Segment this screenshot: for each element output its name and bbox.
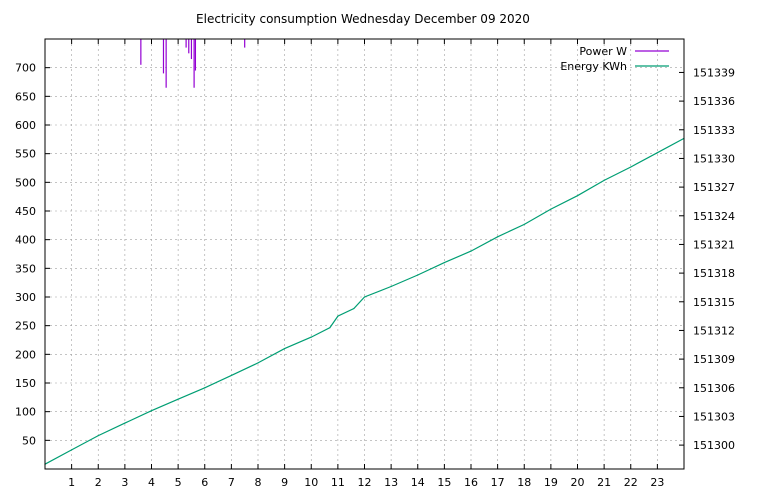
energy-point [656, 152, 658, 154]
x-tick-label: 6 [201, 476, 208, 489]
y-left-tick-label: 600 [15, 119, 36, 132]
y-left-tick-label: 550 [15, 148, 36, 161]
energy-point [257, 362, 259, 364]
plot-frame [44, 38, 685, 470]
legend-label: Energy KWh [560, 60, 627, 73]
series-power-w [140, 39, 246, 88]
x-tick-label: 1 [68, 476, 75, 489]
y-right-tick-label: 151333 [693, 124, 735, 137]
x-tick-label: 9 [281, 476, 288, 489]
energy-point [443, 262, 445, 264]
x-tick-label: 21 [597, 476, 611, 489]
energy-point [97, 434, 99, 437]
legend: Power W Energy KWh [560, 45, 669, 73]
energy-point [630, 166, 632, 168]
x-tick-label: 8 [255, 476, 262, 489]
x-axis: 1 2 3 4 5 6 7 8 9 10 11 12 13 14 15 16 17 18 19 20 21 22 23 [68, 39, 664, 489]
x-tick-label: 2 [95, 476, 102, 489]
y-left-tick-label: 300 [15, 291, 36, 304]
energy-point [576, 195, 579, 197]
x-tick-label: 5 [175, 476, 182, 489]
y-right-tick-label: 151336 [693, 95, 735, 108]
x-tick-label: 12 [358, 476, 372, 489]
energy-point [71, 449, 73, 451]
y-right-tick-label: 151306 [693, 382, 735, 395]
y-left-tick-label: 350 [15, 262, 36, 275]
x-tick-label: 14 [411, 476, 425, 489]
energy-point [470, 250, 472, 252]
x-tick-label: 22 [624, 476, 638, 489]
grid [45, 39, 684, 469]
series-energy-kwh [44, 137, 685, 465]
y-left-tick-label: 700 [15, 62, 36, 75]
y-right-tick-label: 151339 [693, 66, 735, 79]
x-tick-label: 3 [121, 476, 128, 489]
plot-area [44, 39, 685, 465]
energy-point [550, 208, 552, 210]
energy-point [337, 315, 339, 317]
energy-point [310, 336, 312, 338]
y-axis-right: 151300 151303 151306 151309 151312 151315 1513… [679, 66, 735, 452]
y-left-tick-label: 450 [15, 205, 36, 218]
energy-point [497, 236, 499, 238]
x-tick-label: 18 [517, 476, 531, 489]
y-left-tick-label: 150 [15, 377, 36, 390]
y-left-tick-label: 500 [15, 176, 36, 189]
x-tick-label: 23 [650, 476, 664, 489]
energy-point [417, 274, 419, 276]
energy-point [353, 307, 355, 310]
energy-point [124, 422, 126, 424]
energy-point [523, 223, 525, 225]
y-axis-left: 50 100 150 200 250 300 350 400 450 500 550 600 650 70… [15, 62, 50, 447]
y-right-tick-label: 151303 [693, 410, 735, 423]
x-tick-label: 16 [464, 476, 478, 489]
chart-title: Electricity consumption Wednesday Decemb… [196, 12, 530, 26]
energy-point [390, 285, 392, 288]
y-right-tick-label: 151300 [693, 439, 735, 452]
y-right-tick-label: 151309 [693, 353, 735, 366]
energy-point [603, 179, 605, 182]
x-tick-label: 4 [148, 476, 155, 489]
y-left-tick-label: 200 [15, 348, 36, 361]
x-tick-label: 15 [437, 476, 451, 489]
x-tick-label: 20 [571, 476, 585, 489]
energy-point [363, 296, 366, 298]
y-left-tick-label: 50 [22, 434, 36, 447]
y-left-tick-label: 650 [15, 90, 36, 103]
y-right-tick-label: 151318 [693, 267, 735, 280]
legend-label: Power W [579, 45, 627, 58]
y-right-tick-label: 151315 [693, 296, 735, 309]
x-tick-label: 19 [544, 476, 558, 489]
energy-point [177, 398, 179, 400]
y-right-tick-label: 151324 [693, 210, 735, 223]
x-tick-label: 11 [331, 476, 345, 489]
y-left-tick-label: 100 [15, 406, 36, 419]
y-left-tick-label: 400 [15, 234, 36, 247]
energy-point [284, 348, 286, 350]
y-right-tick-label: 151312 [693, 324, 735, 337]
x-tick-label: 17 [491, 476, 505, 489]
energy-point [329, 326, 331, 329]
x-tick-label: 7 [228, 476, 235, 489]
x-tick-label: 10 [304, 476, 318, 489]
x-tick-label: 13 [384, 476, 398, 489]
y-right-tick-label: 151327 [693, 181, 735, 194]
energy-point [204, 387, 206, 389]
y-left-tick-label: 250 [15, 320, 36, 333]
energy-point [230, 374, 232, 376]
energy-point [150, 410, 153, 412]
y-right-tick-label: 151321 [693, 238, 735, 251]
y-right-tick-label: 151330 [693, 152, 735, 165]
